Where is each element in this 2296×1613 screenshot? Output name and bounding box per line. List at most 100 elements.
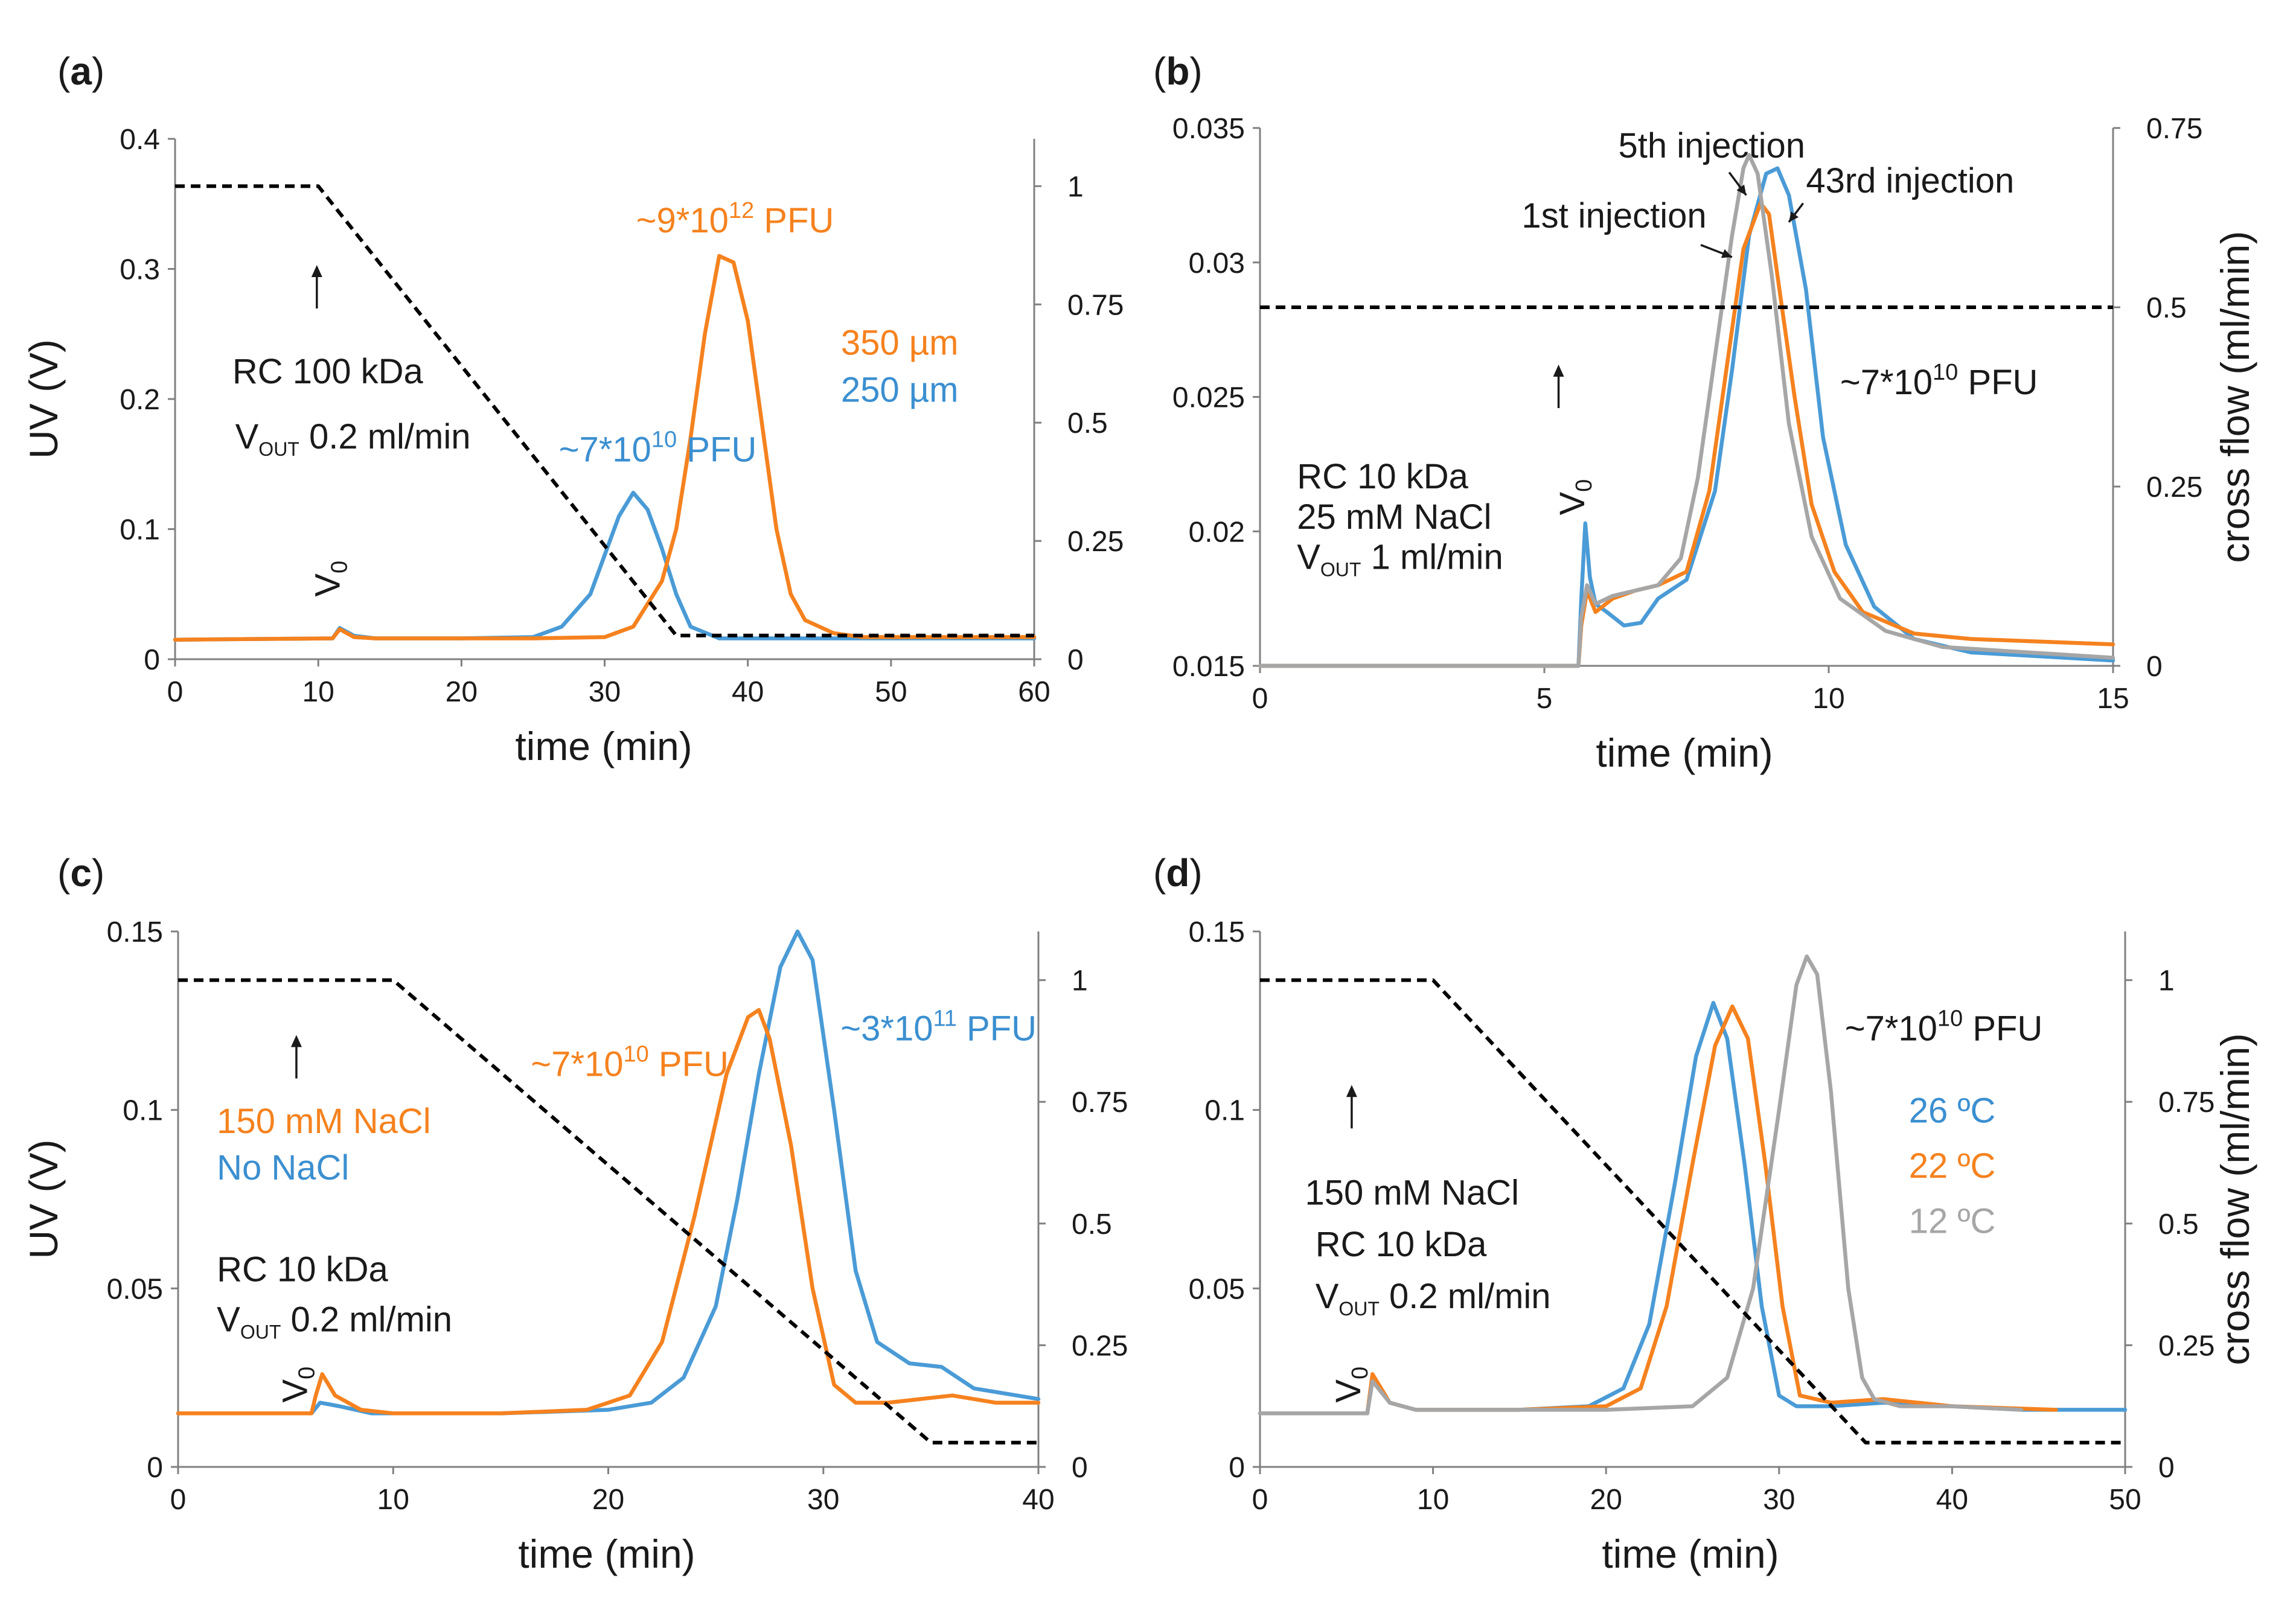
- y-tick-label: 0.03: [1189, 248, 1245, 279]
- panel-label-letter: a: [70, 50, 92, 93]
- annotation-text: ~7*10: [559, 430, 651, 469]
- y2-tick-label: 0.5: [1072, 1209, 1112, 1241]
- y2-axis-title: cross flow (ml/min): [2213, 1033, 2257, 1365]
- annotation-text: ~9*10: [636, 201, 729, 240]
- v0-label-v: V: [276, 1379, 315, 1403]
- annotation-text: ~3*10: [840, 1009, 933, 1048]
- annotation-label: ~3*1011 PFU: [840, 1006, 1037, 1048]
- x-tick-label: 40: [1022, 1484, 1054, 1516]
- panel-label-letter: d: [1166, 851, 1189, 895]
- vout-label-v: V: [235, 417, 259, 456]
- x-tick-label: 60: [1018, 676, 1050, 708]
- x-tick-label: 10: [1417, 1484, 1449, 1516]
- arrow-icon-head: [1553, 365, 1564, 377]
- annotation-label: 26 ºC: [1909, 1091, 1996, 1130]
- vout-label-rate: 0.2 ml/min: [1380, 1277, 1551, 1316]
- annotation-label: 150 mM NaCl: [217, 1102, 431, 1141]
- panel-b: (b) 0 5 10 15 0.015 0.02 0.025 0.03 0.035 0 0.25 0.5…: [1153, 50, 2257, 775]
- panel-label-open: (: [1153, 851, 1166, 895]
- series-line-cross-flow: [175, 184, 1034, 637]
- y-tick-label: 0.1: [123, 1095, 163, 1127]
- annotation-text: RC 100 kDa: [232, 352, 424, 391]
- y2-tick-label: 0.75: [2158, 1087, 2214, 1119]
- panel-label-close: ): [1189, 50, 1202, 93]
- v0-label-v: V: [1329, 1379, 1368, 1403]
- y2-tick-label: 0.5: [2146, 292, 2187, 324]
- annotation-suffix: PFU: [754, 201, 834, 240]
- x-axis-title: time (min): [1596, 730, 1773, 775]
- series-line-cross-flow: [178, 978, 1038, 1445]
- y2-tick-label: 0.5: [1067, 407, 1108, 439]
- annotation-label: 43rd injection: [1806, 161, 2014, 200]
- x-tick-label: 0: [1252, 683, 1268, 715]
- panel-label-close: ): [1189, 851, 1202, 895]
- panel-label-letter: c: [70, 851, 92, 895]
- y2-tick-label: 0.75: [1072, 1087, 1128, 1119]
- x-tick-label: 50: [875, 676, 907, 708]
- x-tick-label: 30: [589, 676, 621, 708]
- annotation-superscript: 10: [623, 1041, 648, 1067]
- annotation-text: 350 µm: [841, 324, 959, 363]
- y2-tick-label: 0.5: [2158, 1209, 2199, 1241]
- v0-label: V0: [276, 1367, 320, 1403]
- x-axis-title: time (min): [518, 1532, 695, 1576]
- v0-label-subscript: 0: [1348, 1367, 1373, 1379]
- annotation-label: 350 µm: [841, 324, 959, 363]
- annotation-label: No NaCl: [217, 1148, 349, 1187]
- annotation-text: 150 mM NaCl: [217, 1102, 431, 1141]
- vout-label-subscript: OUT: [258, 438, 299, 460]
- annotation-text: 12 ºC: [1909, 1202, 1996, 1241]
- annotation-label: RC 10 kDa: [1297, 457, 1468, 496]
- y-axis-title: UV (V): [21, 339, 66, 459]
- x-tick-label: 0: [167, 676, 184, 708]
- panel-label: (c): [57, 851, 104, 895]
- y-tick-label: 0.02: [1189, 516, 1245, 548]
- x-tick-label: 30: [807, 1484, 839, 1516]
- annotation-label: RC 10 kDa: [217, 1250, 388, 1289]
- x-tick-label: 0: [1252, 1484, 1268, 1516]
- annotation-suffix: PFU: [677, 430, 756, 469]
- panel-a: (a)0 10 20 30 40 50 6000.10.20.30.400.250.50.7…: [21, 50, 1124, 768]
- annotation-text: 25 mM NaCl: [1297, 497, 1491, 537]
- series-line-250-m: [173, 490, 1037, 642]
- x-tick-label: 40: [1936, 1484, 1968, 1516]
- annotation-superscript: 10: [1933, 360, 1958, 385]
- annotation-text: 43rd injection: [1806, 161, 2014, 200]
- annotation-label: ~7*1010 PFU: [1840, 360, 2038, 402]
- v0-label-subscript: 0: [295, 1367, 320, 1379]
- panel-label-open: (: [57, 50, 70, 93]
- vout-label: VOUT 1 ml/min: [1297, 538, 1503, 581]
- annotation-label: 12 ºC: [1909, 1202, 1996, 1241]
- annotation-label: RC 100 kDa: [232, 352, 424, 391]
- annotation-superscript: 10: [1937, 1006, 1963, 1031]
- vout-label-v: V: [217, 1300, 240, 1339]
- annotation-superscript: 11: [933, 1006, 956, 1031]
- v0-label-v: V: [309, 573, 348, 597]
- y-tick-label: 0.1: [1204, 1095, 1245, 1127]
- y-tick-label: 0.035: [1172, 113, 1245, 145]
- x-axis-title: time (min): [515, 724, 692, 768]
- pointer-arrow-icon-head: [1721, 249, 1732, 258]
- vout-label: VOUT 0.2 ml/min: [217, 1300, 452, 1343]
- annotation-text: RC 10 kDa: [1297, 457, 1468, 496]
- y2-tick-label: 0: [1072, 1452, 1088, 1484]
- annotation-text: ~7*10: [1845, 1009, 1937, 1048]
- panel-label: (b): [1153, 50, 1203, 93]
- annotation-suffix: PFU: [649, 1044, 729, 1084]
- x-tick-label: 40: [732, 676, 764, 708]
- annotation-suffix: PFU: [1963, 1009, 2042, 1048]
- arrow-icon-head: [311, 265, 322, 278]
- annotation-label: ~7*1010 PFU: [1845, 1006, 2043, 1048]
- annotation-superscript: 12: [729, 198, 754, 223]
- y2-tick-label: 0.25: [2158, 1330, 2214, 1362]
- x-tick-label: 10: [1812, 683, 1844, 715]
- annotation-label: RC 10 kDa: [1316, 1225, 1487, 1264]
- x-tick-label: 10: [302, 676, 334, 708]
- annotation-label: ~7*1010 PFU: [559, 427, 757, 469]
- annotation-text: RC 10 kDa: [1316, 1225, 1487, 1264]
- v0-label: V0: [1329, 1367, 1373, 1403]
- panel-c: (c) 0 10 20 30 40 0 0.05 0.1 0.15 0 0.25 0.5 0.75 1 tim…: [21, 851, 1128, 1576]
- pointer-arrow-icon-head: [1736, 184, 1747, 196]
- annotation-text: No NaCl: [217, 1148, 349, 1187]
- annotation-label: 25 mM NaCl: [1297, 497, 1491, 537]
